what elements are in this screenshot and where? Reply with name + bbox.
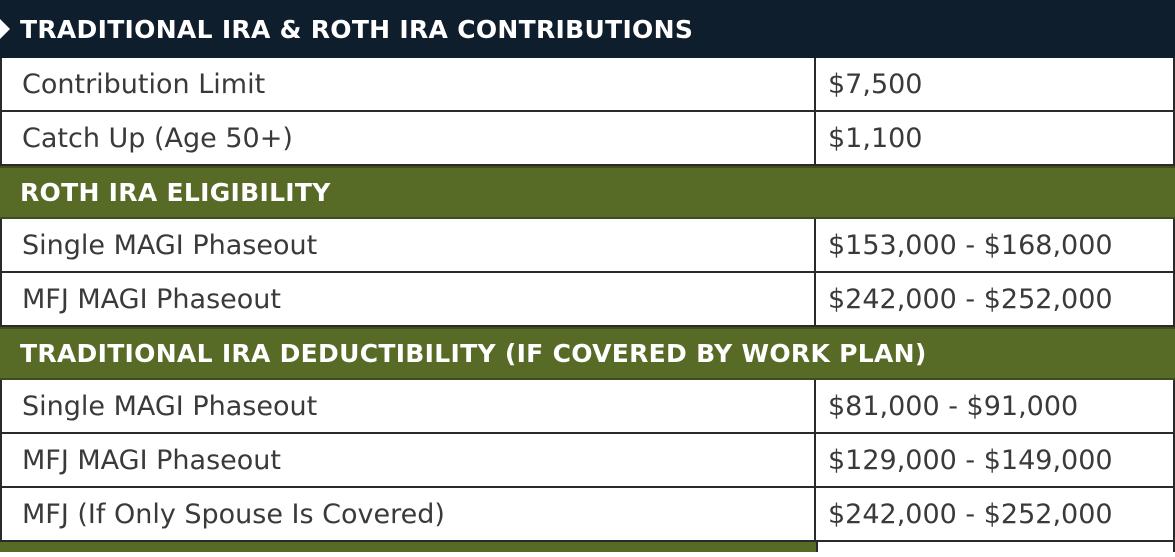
row-label: Single MAGI Phaseout [0, 219, 816, 271]
row-value: $153,000 - $168,000 [816, 219, 1175, 271]
row-label: Single MAGI Phaseout [0, 380, 816, 432]
title-arrow-marker [0, 19, 10, 39]
row-label: MFJ MAGI Phaseout [0, 434, 816, 486]
table-title-bar: TRADITIONAL IRA & ROTH IRA CONTRIBUTIONS [0, 0, 1175, 58]
table-row: MFJ MAGI Phaseout $129,000 - $149,000 [0, 434, 1175, 488]
table-row: Single MAGI Phaseout $153,000 - $168,000 [0, 219, 1175, 273]
row-value: $7,500 [816, 58, 1175, 110]
next-section-bar-fragment [0, 542, 816, 552]
row-label: MFJ MAGI Phaseout [0, 273, 816, 325]
section-header-roth-eligibility: ROTH IRA ELIGIBILITY [0, 166, 1175, 219]
table-row: Contribution Limit $7,500 [0, 58, 1175, 112]
row-label: MFJ (If Only Spouse Is Covered) [0, 488, 816, 540]
table-row: Single MAGI Phaseout $81,000 - $91,000 [0, 380, 1175, 434]
table-title: TRADITIONAL IRA & ROTH IRA CONTRIBUTIONS [20, 14, 694, 44]
row-value: $242,000 - $252,000 [816, 488, 1175, 540]
table-row: MFJ (If Only Spouse Is Covered) $242,000… [0, 488, 1175, 542]
row-value: $1,100 [816, 112, 1175, 164]
next-value-cell-fragment [816, 542, 1175, 552]
section-title: ROTH IRA ELIGIBILITY [20, 178, 331, 207]
table-row: MFJ MAGI Phaseout $242,000 - $252,000 [0, 273, 1175, 327]
row-value: $242,000 - $252,000 [816, 273, 1175, 325]
next-section-edge [0, 542, 1175, 552]
row-value: $129,000 - $149,000 [816, 434, 1175, 486]
row-label: Catch Up (Age 50+) [0, 112, 816, 164]
row-value: $81,000 - $91,000 [816, 380, 1175, 432]
table-row: Catch Up (Age 50+) $1,100 [0, 112, 1175, 166]
section-title: TRADITIONAL IRA DEDUCTIBILITY (IF COVERE… [20, 339, 927, 368]
section-header-traditional-deductibility: TRADITIONAL IRA DEDUCTIBILITY (IF COVERE… [0, 327, 1175, 380]
row-label: Contribution Limit [0, 58, 816, 110]
